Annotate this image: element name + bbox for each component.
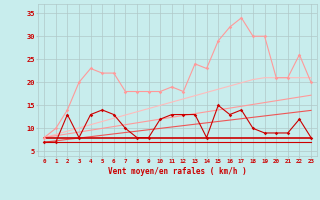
X-axis label: Vent moyen/en rafales ( km/h ): Vent moyen/en rafales ( km/h ) (108, 167, 247, 176)
